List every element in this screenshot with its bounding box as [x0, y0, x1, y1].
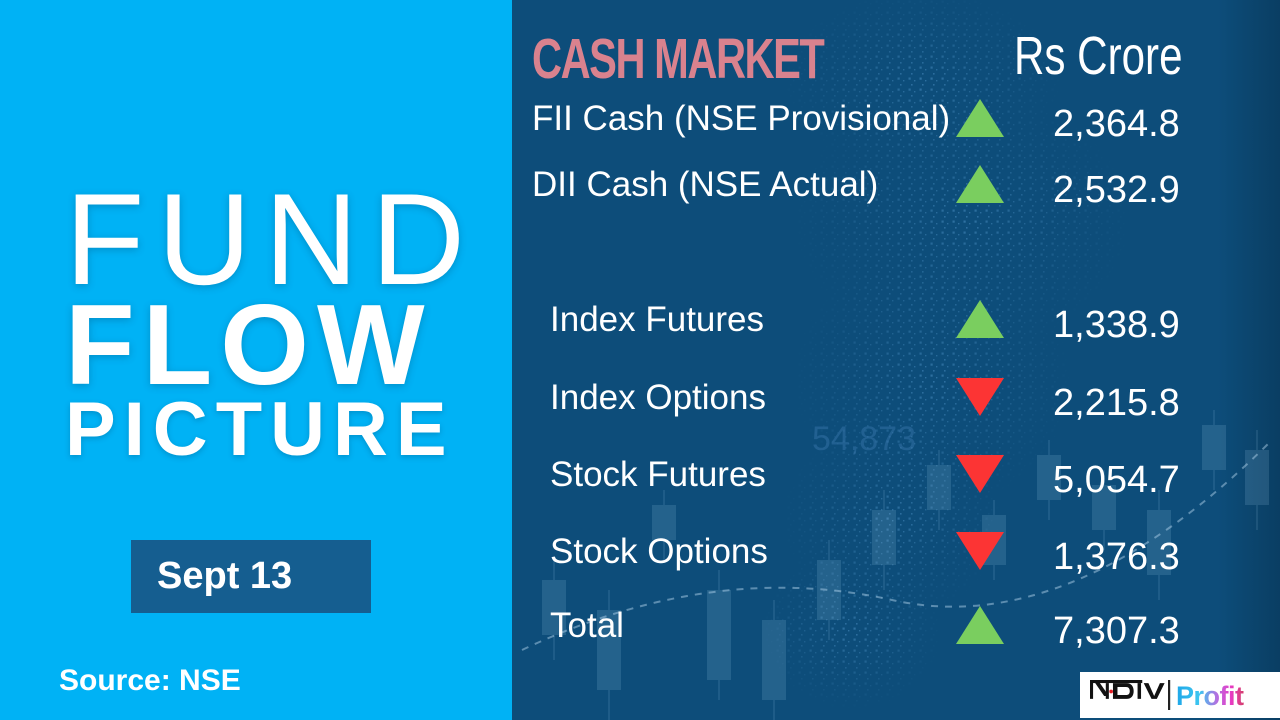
svg-text:Profit: Profit	[1176, 681, 1244, 711]
svg-text:54,873: 54,873	[812, 420, 916, 458]
